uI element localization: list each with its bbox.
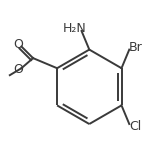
Text: Cl: Cl bbox=[129, 120, 142, 133]
Text: O: O bbox=[13, 38, 23, 51]
Text: O: O bbox=[13, 63, 23, 76]
Text: Br: Br bbox=[129, 41, 142, 54]
Text: H₂N: H₂N bbox=[63, 22, 86, 35]
